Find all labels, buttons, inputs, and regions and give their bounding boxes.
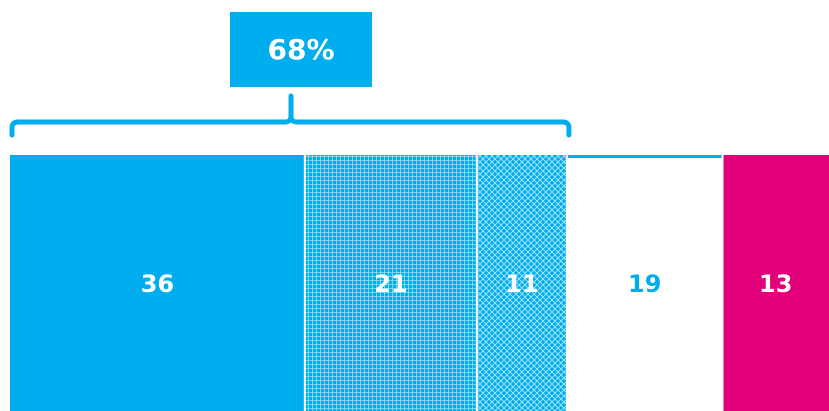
bar-segment <box>722 155 829 411</box>
segment-label: 19 <box>628 270 661 298</box>
callout-label: 68% <box>267 33 334 66</box>
segment-label: 21 <box>374 270 407 298</box>
segment-label: 11 <box>505 270 538 298</box>
bar-segments <box>10 155 829 411</box>
segment-label: 13 <box>759 270 792 298</box>
bar-segment <box>476 155 567 411</box>
bar-segment <box>304 155 477 411</box>
bracket-line <box>9 93 572 138</box>
callout-box <box>230 12 372 87</box>
bracket-callout: 68% <box>9 12 572 138</box>
segment-label: 36 <box>141 270 174 298</box>
segment-labels: 36 21 11 19 13 <box>141 270 793 298</box>
bar-segment <box>566 155 723 411</box>
bar-segment <box>10 155 305 411</box>
